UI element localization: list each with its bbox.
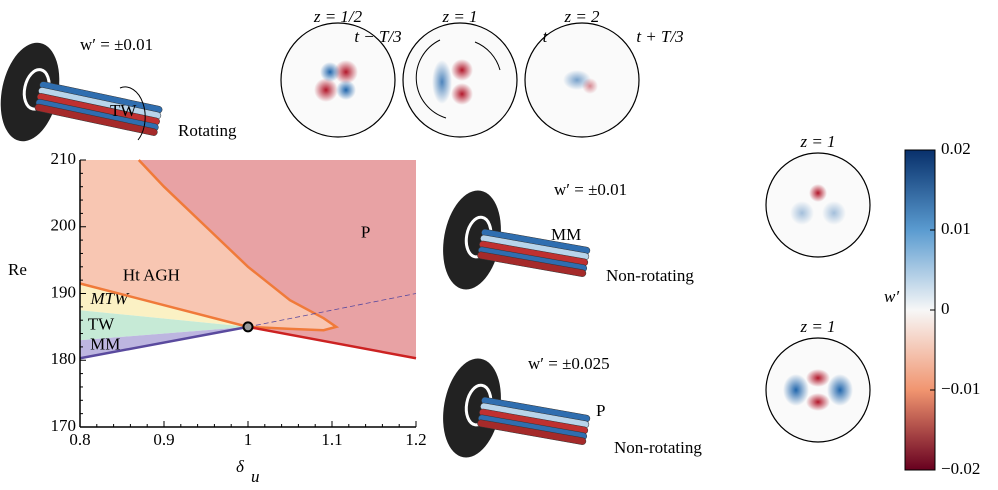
colorbar-tick-label: 0 (941, 299, 950, 318)
x-tick-label: 0.9 (153, 430, 174, 449)
region-label: Ht AGH (123, 266, 180, 285)
snapshot-blob (790, 201, 814, 225)
pipe-tube (477, 251, 587, 277)
rotation-arrow (415, 39, 447, 119)
pipe-disc (0, 42, 60, 142)
y-tick-label: 200 (51, 216, 77, 235)
colorbar-tick-label: 0.01 (941, 219, 971, 238)
pipe-disc (443, 190, 501, 290)
snapshot-blob (336, 80, 356, 100)
region (80, 310, 248, 341)
x-axis-label-sub: u (251, 467, 260, 486)
snapshot-blob (320, 62, 340, 82)
panel-z-label: z = 1 (441, 7, 477, 26)
boundary-line (247, 293, 417, 328)
region-label: MM (90, 334, 120, 353)
amp-label: w′ = ±0.025 (528, 354, 610, 373)
motion-label: Non-rotating (606, 266, 694, 285)
x-axis-label: δ (236, 457, 245, 476)
colorbar-tick-label: −0.01 (941, 379, 980, 398)
pipe-tube (34, 103, 158, 136)
state-label: MM (551, 225, 581, 244)
amp-label: w′ = ±0.01 (554, 180, 627, 199)
region (138, 160, 417, 359)
colorbar-tick-label: −0.02 (941, 459, 980, 478)
pipe-disc (443, 358, 501, 458)
panel-z-label: z = 2 (563, 7, 600, 26)
state-label: P (596, 401, 605, 420)
snapshot-blob (809, 184, 827, 202)
pipe-tube (477, 419, 587, 445)
y-tick-label: 180 (51, 349, 77, 368)
y-tick-label: 210 (51, 149, 77, 168)
x-tick-label: 1 (244, 430, 253, 449)
pipe-visual (0, 42, 163, 142)
rotation-arrow (474, 41, 501, 71)
x-tick-label: 0.8 (69, 430, 90, 449)
boundary-line (79, 282, 249, 329)
colorbar-tick-label: 0.02 (941, 139, 971, 158)
motion-label: Rotating (178, 121, 237, 140)
snapshot-disc (765, 152, 871, 258)
snapshot-disc (765, 337, 871, 443)
colorbar-label: w′ (884, 287, 899, 306)
snapshot-blob (806, 369, 830, 387)
snapshot-blob (451, 83, 473, 105)
y-axis-label: Re (8, 260, 27, 279)
snapshot-blob (783, 374, 809, 406)
snapshot-blob (432, 60, 452, 104)
panel-t-label: t (543, 27, 549, 46)
snapshot-blob (827, 374, 853, 406)
panel-t-label: t + T/3 (636, 27, 683, 46)
amp-label: w′ = ±0.01 (80, 35, 153, 54)
region (80, 160, 337, 331)
boundary-line (137, 159, 340, 332)
decorations (0, 22, 871, 458)
snapshot-blob (582, 78, 598, 94)
snapshot-blob (334, 60, 358, 84)
region-label: TW (88, 314, 115, 333)
snapshot-blob (806, 393, 830, 411)
panel-z-label: z = 1 (799, 317, 835, 336)
pipe-visual (443, 190, 591, 290)
region-label: P (361, 222, 370, 241)
boundary-line (79, 325, 249, 360)
y-tick-label: 170 (51, 416, 77, 435)
x-tick-label: 1.2 (405, 430, 426, 449)
state-label: TW (110, 101, 137, 120)
snapshot-blob (314, 78, 338, 102)
bifurcation-point (242, 321, 254, 333)
panel-z-label: z = 1 (799, 132, 835, 151)
panel-z-label: z = 1/2 (313, 7, 363, 26)
rotation-arrow (119, 86, 146, 141)
snapshot-blob (451, 59, 473, 81)
snapshot-blob (822, 201, 846, 225)
x-tick-label: 1.1 (321, 430, 342, 449)
pipe-visual (443, 358, 591, 458)
motion-label: Non-rotating (614, 438, 702, 457)
boundary-line (247, 325, 417, 360)
y-tick-label: 190 (51, 282, 77, 301)
panel-t-label: t − T/3 (354, 27, 401, 46)
